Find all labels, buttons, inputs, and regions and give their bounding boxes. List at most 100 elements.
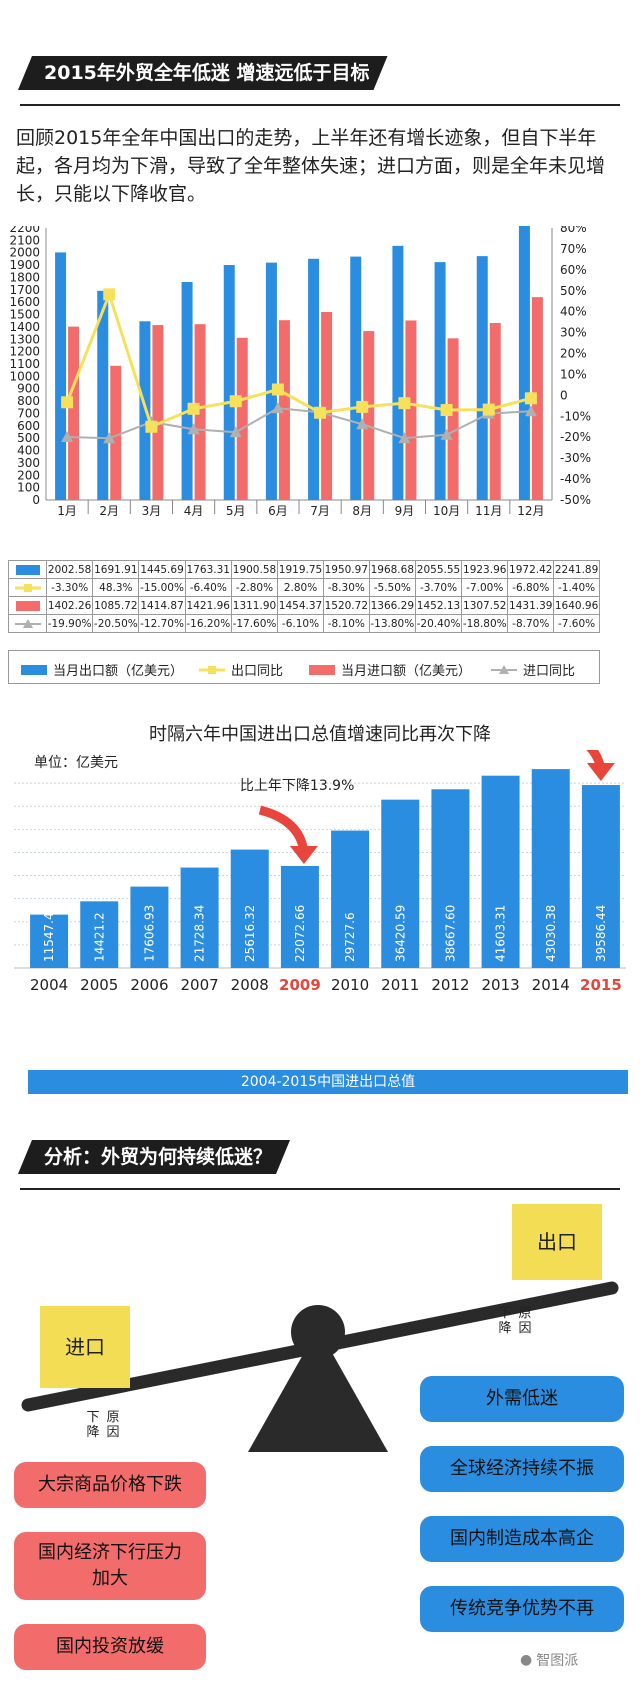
table-row-export: 2002.58 1691.91 1445.69 1763.31 1900.58 1919.… [8,560,600,579]
x-tick-label: 2004 [30,976,68,994]
point-export-yoy [440,404,453,417]
bar-value-label: 11547.4 [42,912,56,962]
monthly-trade-chart: 0100200300400500600700800900100011001200… [9,226,591,518]
chart-legend: 当月出口额（亿美元） 出口同比 当月进口额（亿美元） 进口同比 [8,650,600,684]
bar-export [518,226,530,501]
x-tick-label: 6月 [268,504,288,518]
y-tick-label-left: 1100 [9,357,40,371]
table-cell: -16.20% [184,614,232,633]
table-row-import-yoy: -19.90% -20.50% -12.70% -16.20% -17.60% -6.10… [8,614,600,633]
bar-import [110,365,122,500]
bar-value-label: 25616.32 [243,905,257,962]
bar-value-label: 22072.66 [293,905,307,962]
bar-annual [431,789,470,968]
x-tick-label: 2011 [381,976,419,994]
banner-rule [20,104,620,106]
bar-annual [531,769,570,968]
bar-annual [381,799,420,968]
y-tick-label-right: 70% [560,242,587,256]
watermark-text: 智图派 [536,1653,579,1669]
point-export-yoy [524,392,537,405]
annual-chart-title: 时隔六年中国进出口总值增速同比再次下降 [149,724,491,745]
bar-value-label: 14421.2 [92,912,106,962]
bar-import [531,297,543,500]
point-export-yoy [103,288,116,301]
point-import-yoy [187,423,200,435]
point-export-yoy [187,402,200,415]
table-cell: -3.30% [45,578,94,597]
table-cell: -3.70% [414,578,463,597]
line-import-yoy [67,407,531,440]
legend-swatch [491,664,517,674]
bar-value-label: 43030.38 [544,905,558,962]
bar-export [265,262,277,500]
bar-export [392,245,404,500]
y-tick-label-left: 1700 [9,283,40,297]
point-import-yoy [103,432,116,444]
table-cell: 1520.72 [322,596,370,615]
unit-label: 单位：亿美元 [34,755,118,771]
point-export-yoy [145,420,158,433]
bar-export [55,252,67,500]
table-cell: 1454.37 [277,596,324,615]
arrowhead-2015 [586,763,615,782]
legend-swatch [199,665,225,674]
point-export-yoy [61,396,74,409]
y-tick-label-left: 500 [17,431,40,445]
table-cell: -1.40% [553,578,600,597]
watermark: ● 智图派 [520,1650,578,1670]
x-tick-label: 2013 [481,976,519,994]
table-cell: 1414.87 [138,596,186,615]
bar-import [405,320,417,500]
y-tick-label-left: 1400 [9,320,40,334]
import-box: 进口 [40,1306,130,1388]
y-tick-label-left: 900 [17,382,40,396]
intro-paragraph: 回顾2015年全年中国出口的走势，上半年还有增长迹象，但自下半年起，各月均为下滑… [16,127,606,205]
table-cell: 1402.26 [45,596,94,615]
table-cell: 1452.13 [414,596,463,615]
x-tick-label: 10月 [433,504,460,518]
y-tick-label-right: -40% [560,472,591,486]
legend-label: 进口同比 [523,664,576,679]
point-import-yoy [271,402,284,414]
y-tick-label-right: -50% [560,493,591,507]
x-tick-label: 8月 [352,504,372,518]
x-tick-label: 12月 [517,504,544,518]
table-cell: -18.80% [461,614,509,633]
y-tick-label-left: 300 [17,456,40,470]
legend-swatch [21,664,47,675]
table-cell: 1691.91 [92,560,140,579]
y-tick-label-left: 800 [17,394,40,408]
export-reason-1: 外需低迷 [420,1376,624,1422]
y-tick-label-left: 1200 [9,345,40,359]
bar-value-label: 39586.44 [594,905,608,962]
legend-label: 当月出口额（亿美元） [53,664,184,679]
y-tick-label-left: 0 [32,493,40,507]
x-tick-label: 2012 [431,976,469,994]
export-reason-4: 传统竞争优势不再 [420,1586,624,1632]
bar-export [181,281,193,500]
y-tick-label-right: 50% [560,284,587,298]
table-cell: 1919.75 [277,560,324,579]
table-cell: 1307.52 [461,596,509,615]
table-cell: 48.3% [92,578,140,597]
y-tick-label-right: 30% [560,326,587,340]
annotation-2009: 比上年下降13.9% [240,778,354,794]
legend-label: 出口同比 [231,664,284,679]
y-tick-label-right: 20% [560,347,587,361]
arrow-2009 [258,805,309,853]
x-tick-label: 3月 [142,504,162,518]
bar-import [321,311,333,500]
wechat-icon: ● [520,1652,533,1668]
point-export-yoy [356,400,369,413]
bar-export [434,262,446,500]
bar-annual [481,775,520,968]
x-tick-label: 2010 [331,976,369,994]
import-reason-1: 大宗商品价格下跌 [14,1462,206,1508]
table-cell: -20.40% [414,614,463,633]
point-import-yoy [398,432,411,444]
import-reason-3: 国内投资放缓 [14,1624,206,1670]
legend-export-yoy: 出口同比 [199,660,283,679]
bar-annual [130,886,169,968]
table-cell: 1431.39 [507,596,555,615]
